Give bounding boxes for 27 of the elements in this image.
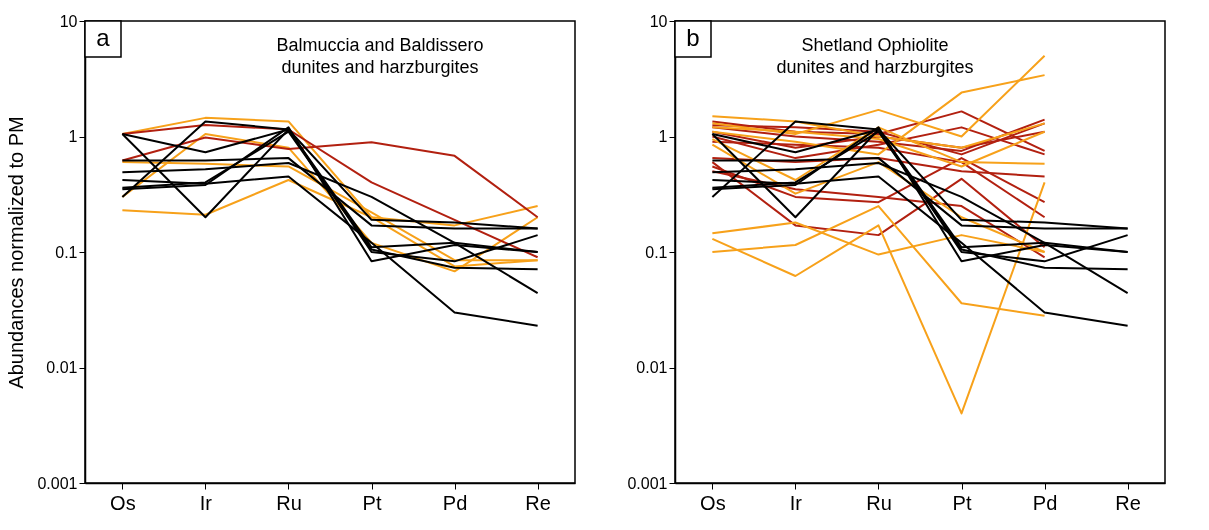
x-tick-label: Re: [1115, 491, 1141, 514]
y-tick-label: 0.01: [46, 359, 78, 376]
y-tick-label: 1: [68, 128, 78, 145]
y-tick-label: 10: [649, 12, 668, 30]
y-tick-label: 10: [59, 12, 78, 30]
text: Balmuccia and Baldissero dunites and harzburgites: [276, 35, 484, 77]
y-tick-label: 0.001: [37, 474, 78, 492]
y-tick-label: 0.1: [55, 243, 78, 261]
y-tick-label: 0.1: [645, 243, 668, 261]
text: Shetland Ophiolite dunites and harzburgites: [776, 35, 974, 77]
x-tick-label: Pd: [442, 491, 468, 514]
x-tick-label: Pd: [1032, 491, 1058, 514]
annotation: a: [96, 24, 111, 51]
x-tick-label: Pt: [952, 491, 972, 514]
x-tick-label: Re: [525, 491, 551, 514]
x-tick-label: Ru: [276, 491, 302, 514]
x-tick-label: Os: [110, 491, 136, 514]
y-axis-title: Abundances normalized to PM: [5, 116, 28, 389]
x-tick-label: Ru: [866, 491, 892, 514]
y-tick-label: 0.01: [636, 359, 668, 376]
y-tick-label: 1: [658, 128, 668, 145]
x-tick-label: Os: [700, 491, 726, 514]
y-tick-label: 0.001: [627, 474, 668, 492]
annotation: b: [686, 24, 700, 51]
x-tick-label: Ir: [789, 491, 803, 514]
x-tick-label: Ir: [199, 491, 213, 514]
x-tick-label: Pt: [362, 491, 382, 514]
